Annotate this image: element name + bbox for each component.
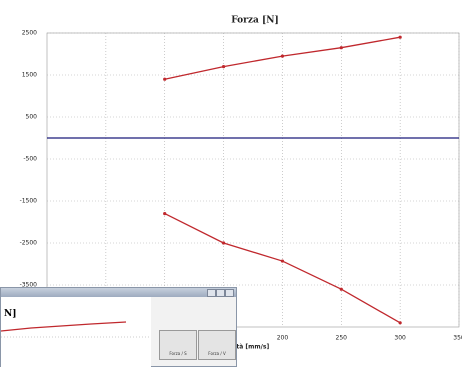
data-point [398,35,402,39]
y-tick-label: 500 [26,114,38,121]
x-tick-label: 350 [453,335,462,342]
y-tick-label: -3500 [20,282,38,289]
maximize-button[interactable] [216,289,225,297]
thumbnail [0,321,151,338]
data-point [163,77,167,81]
window-content [0,297,151,367]
plot-area [46,32,460,328]
y-tick-label: -2500 [20,240,38,247]
title-bar [1,288,236,297]
data-point [221,65,226,69]
minimize-button[interactable] [207,289,216,297]
data-point [398,321,402,325]
data-point [339,46,343,50]
thumbnail-line [0,321,127,332]
y-tick-label: 2500 [22,30,37,37]
close-button[interactable] [225,289,234,297]
data-point [163,212,167,216]
chart-title: Forza [N] [231,16,278,26]
x-tick-label: 300 [394,335,406,342]
data-point [280,54,285,58]
x-tick-label: 250 [336,335,348,342]
tool-button[interactable]: Forza / V [198,330,236,360]
data-point [280,259,285,263]
tool-button[interactable]: Forza / S [159,330,197,360]
data-point [339,287,343,291]
y-tick-label: -1500 [20,198,38,205]
popup-window[interactable]: N] Forza / S Forza / V [0,287,237,367]
window-label: N] [4,309,17,319]
x-tick-label: 200 [277,335,289,342]
data-point [221,241,226,245]
y-tick-label: -500 [23,156,37,163]
y-tick-label: 1500 [22,72,37,79]
x-axis-label: cità [mm/s] [231,344,270,351]
